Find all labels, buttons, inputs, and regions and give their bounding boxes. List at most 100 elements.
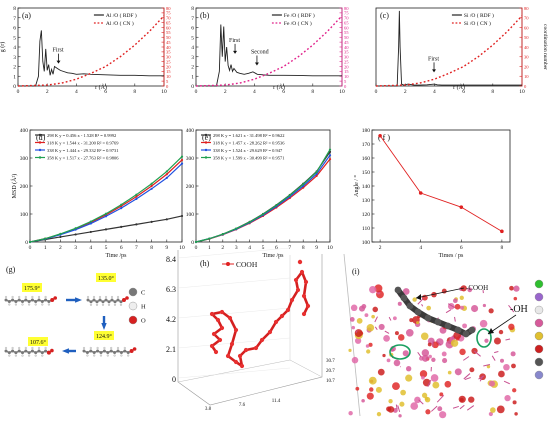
legend-entry: Fe /O ( RDF ) [284,12,315,19]
y-tick-label: 8 [13,6,16,12]
x-axis-label: r (Å) [453,83,465,91]
x-tick-label: 0 [17,89,20,95]
substrate-atom [361,399,365,403]
y2-tick-label: 20 [166,64,171,69]
hydrogen-atom [127,354,130,357]
panel-label: (d) [36,133,46,142]
trajectory-point [303,279,309,285]
chain-atom [454,326,462,334]
series-line-0 [376,10,522,87]
y2-tick-label: 55 [344,30,349,35]
legend-entry: 358 K y = 1.517 x - 27.763 R² = 0.9806 [47,156,119,161]
x-tick-label: 0 [195,245,198,251]
z-tick-label: 6.3 [166,285,176,294]
y-tick-label: 400 [186,128,195,134]
carbon-atom [89,349,93,353]
chain-atom [462,330,470,338]
trajectory-path [210,270,310,368]
substrate-atom [441,351,447,357]
y2-tick-label: 45 [344,40,349,45]
y2-tick-label: 50 [166,35,171,40]
panel-i: (i) -COOH -OH [343,253,544,419]
substrate-bond [491,355,496,361]
y2-tick-label: 70 [344,16,349,21]
substrate-atom [368,342,373,347]
data-point [328,154,332,157]
chain-atom [468,326,476,334]
hydrogen-atom [28,354,31,357]
substrate-atom [509,285,514,291]
substrate-atom [348,348,352,352]
carbon-atom [109,349,113,353]
substrate-bond [464,377,471,381]
substrate-atom [366,392,374,400]
axes-box [177,250,323,406]
hydrogen-atom [4,295,8,299]
substrate-atom [444,380,452,388]
substrate-atom [488,411,493,417]
atom-legend-swatch [128,315,138,325]
legend-entry: 318 K y = 1.544 x - 31.200 R² = 0.9769 [47,141,119,146]
annotation-label: First [229,38,240,44]
carbon-atom [89,300,93,304]
carbon-atom [37,349,41,353]
x-tick-label: 6 [462,89,465,95]
substrate-atom [479,319,488,328]
substrate-atom [426,305,432,311]
hydrogen-atom [14,354,17,357]
substrate-atom [399,401,405,407]
data-point [165,173,168,176]
organic-chain [395,287,475,337]
carbon-atom [104,298,108,302]
data-point [135,193,138,196]
substrate-atom [439,392,444,397]
trajectory-point [237,353,243,359]
substrate-atom [405,328,414,337]
substrate-atom [356,317,363,324]
carbon-atom [44,298,48,302]
data-point [194,240,198,244]
hydrogen-atom [31,295,34,299]
carbon-atom [4,349,8,353]
hydrogen-atom [123,346,126,350]
angle-highlight [28,337,48,346]
data-point [104,228,108,231]
legend-entry: 338 K y = 1.524 x - 29.629 R² = 0.947 [213,148,283,153]
hydrogen-atom [93,354,96,357]
substrate-atom [366,323,375,332]
oxygen-atom [53,296,57,300]
hydrogen-atom [11,346,14,350]
grid-line [177,367,291,379]
carbon-atom [95,300,99,304]
data-point [89,222,92,225]
y2-tick-label: 60 [524,25,529,30]
element-legend-swatch [534,292,544,302]
data-point [500,229,504,234]
substrate-atom [432,341,439,349]
element-legend-swatch [534,279,544,289]
trajectory-point [259,337,265,343]
z-tick-label: 0 [172,375,176,384]
hydrogen-atom [18,346,21,350]
y-tick-label: 100 [362,240,371,246]
molecule-2 [86,295,129,306]
x-tick-label: 4 [433,89,436,95]
x-tick-label: 10 [161,89,167,95]
molecule-4 [4,346,54,357]
legend-entry: Si /O ( RDF ) [464,12,494,19]
x-tick-label: 6 [120,245,123,251]
carbon-atom [92,351,96,354]
substrate-atom [493,337,501,345]
substrate-atom [514,412,518,416]
oxygen-atom [132,347,137,351]
carbon-atom [119,300,123,304]
carbon-atom [4,298,8,302]
substrate-bond [459,404,465,410]
hydrogen-atom [28,303,31,306]
x-tick-label: 4 [419,245,422,251]
y2-tick-label: 75 [344,11,349,16]
x-tick-label: 10 [339,89,345,95]
y-tick-label: 0 [191,84,194,90]
y-tick-label: 130 [362,198,371,204]
data-point [328,158,332,161]
